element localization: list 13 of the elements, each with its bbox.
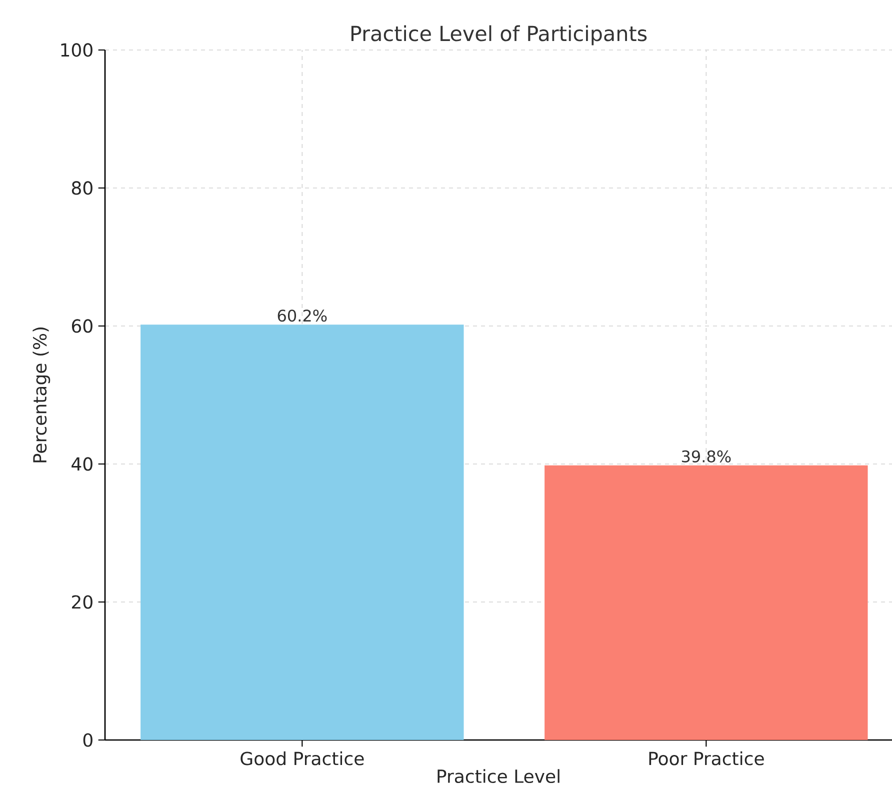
data-label: 60.2% — [278, 310, 327, 322]
y-tick-label: 0 — [83, 733, 92, 747]
y-tick-label: 100 — [61, 43, 92, 57]
y-tick-label: 40 — [72, 457, 92, 471]
y-axis-title: Percentage (%) — [32, 327, 50, 462]
x-tick-label: Good Practice — [240, 751, 364, 766]
chart-title: Practice Level of Participants — [351, 25, 647, 46]
y-tick-label: 60 — [72, 319, 92, 333]
data-label: 39.8% — [682, 450, 731, 462]
y-tick-label: 80 — [72, 181, 92, 195]
x-axis-title: Practice Level — [438, 769, 560, 784]
y-tick-label: 20 — [72, 595, 92, 609]
x-tick-label: Poor Practice — [649, 751, 764, 766]
